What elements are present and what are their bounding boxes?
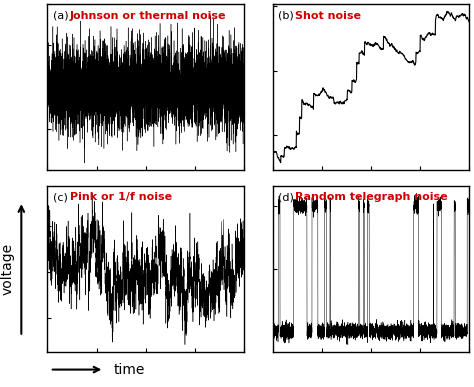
Text: time: time: [114, 363, 145, 377]
Text: Pink or 1/f noise: Pink or 1/f noise: [70, 192, 172, 202]
Text: Johnson or thermal noise: Johnson or thermal noise: [70, 10, 227, 21]
Text: (c): (c): [53, 192, 72, 202]
Text: Random telegraph noise: Random telegraph noise: [295, 192, 448, 202]
Text: Shot noise: Shot noise: [295, 10, 361, 21]
Text: (b): (b): [278, 10, 298, 21]
Text: voltage: voltage: [0, 243, 14, 295]
Text: (d): (d): [278, 192, 298, 202]
Text: (a): (a): [53, 10, 73, 21]
